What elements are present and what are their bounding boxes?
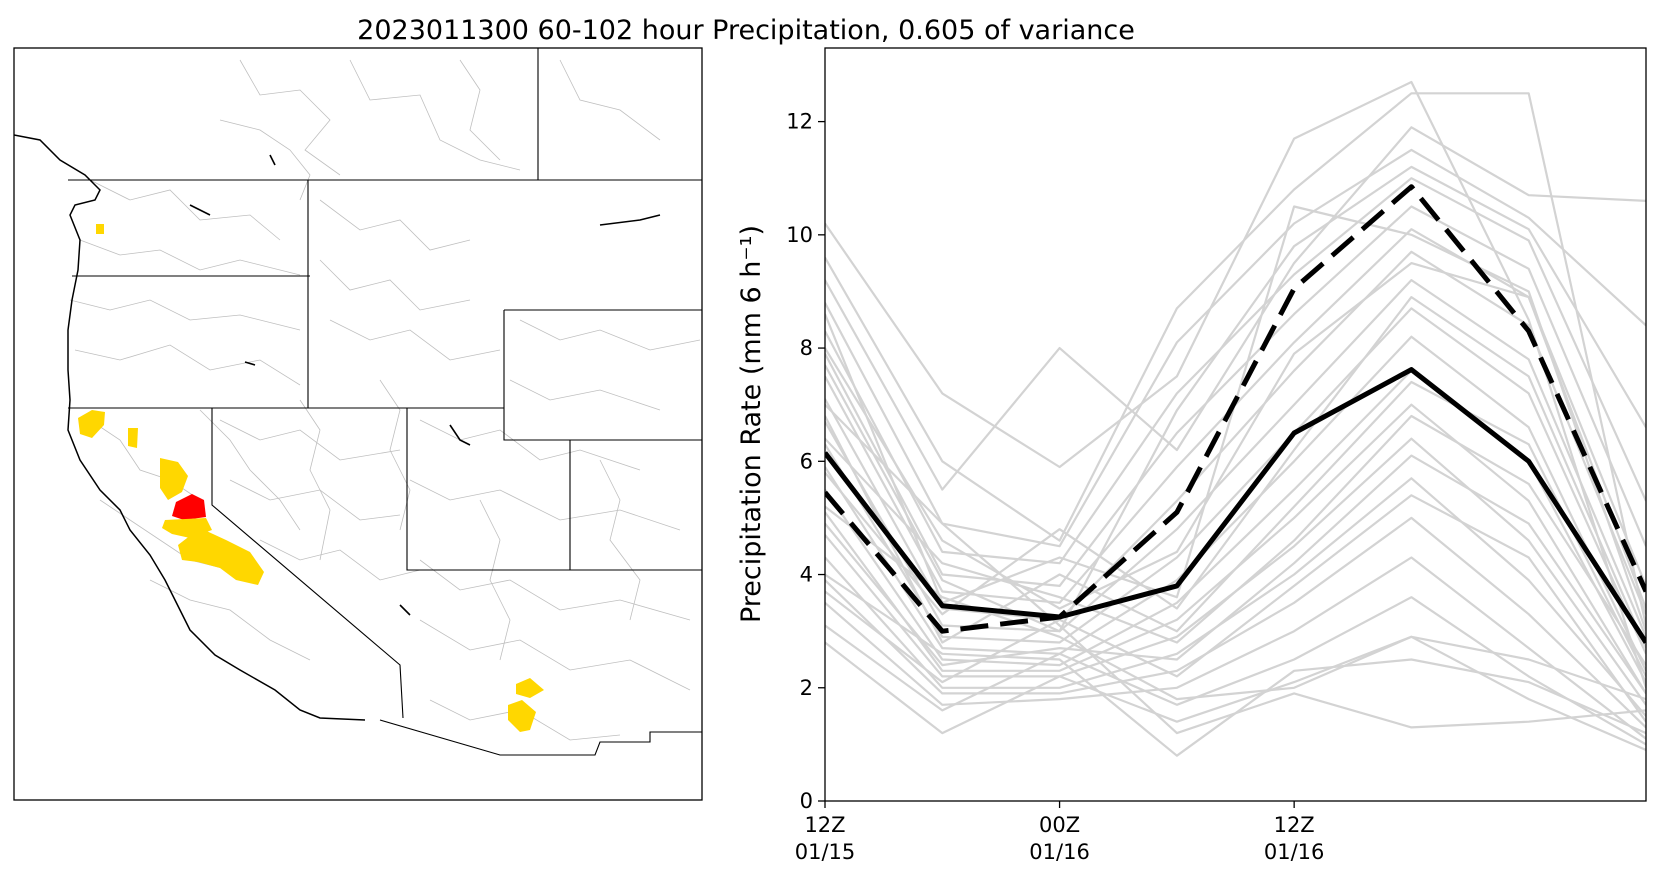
y-axis-label: Precipitation Rate (mm 6 h⁻¹) (736, 225, 767, 623)
figure-title: 2023011300 60-102 hour Precipitation, 0.… (357, 15, 1135, 46)
y-tick-label: 2 (800, 676, 813, 700)
highlighted-lines (825, 184, 1646, 644)
x-tick-label-date: 01/16 (1264, 840, 1325, 864)
basin-highlight-yellow-6 (96, 224, 104, 234)
ensemble-line-19 (825, 635, 1646, 752)
precipitation-chart: 0 2 4 6 8 10 12 12Z 01/15 00Z 01/16 12Z 01/16 Preci… (736, 47, 1647, 864)
ensemble-lines (825, 80, 1646, 757)
x-tick-label-time: 12Z (804, 813, 845, 837)
ensemble-line-25 (825, 262, 1646, 610)
dashed-mean-line (825, 184, 1646, 634)
ensemble-line-15 (825, 477, 1646, 717)
map-panel (13, 47, 703, 801)
x-tick-label-time: 00Z (1039, 813, 1080, 837)
basin-highlight-yellow-5 (178, 528, 264, 585)
basin-highlight-yellow-2 (128, 428, 138, 448)
ensemble-line-23 (825, 414, 1646, 666)
plot-frame (824, 47, 1647, 802)
ensemble-line-10 (825, 307, 1646, 655)
ensemble-line-8 (825, 250, 1646, 621)
ensemble-line-6 (825, 205, 1646, 588)
ensemble-line-2 (825, 92, 1646, 626)
ensemble-line-4 (825, 148, 1646, 548)
basin-highlight-yellow-8 (508, 700, 536, 732)
ensemble-line-27 (825, 454, 1646, 695)
y-tick-label: 8 (800, 336, 813, 360)
basin-highlight-yellow-1 (78, 410, 105, 438)
coastline (14, 134, 366, 721)
solid-mean-line (825, 367, 1646, 644)
x-tick-label-time: 12Z (1274, 813, 1315, 837)
basin-highlight-red (172, 494, 206, 520)
ensemble-line-21 (825, 403, 1646, 735)
ensemble-line-22 (825, 505, 1646, 701)
state-boundaries (68, 48, 702, 756)
y-tick-label: 4 (800, 563, 813, 587)
map-background (14, 48, 702, 800)
lakes (189, 154, 661, 616)
basin-highlight-yellow-3 (160, 458, 188, 500)
ensemble-line-16 (825, 516, 1646, 729)
ensemble-line-1 (825, 80, 1646, 689)
ensemble-line-18 (825, 596, 1646, 746)
ensemble-line-13 (825, 403, 1646, 694)
y-tick-label: 0 (800, 789, 813, 813)
y-axis-ticks: 0 2 4 6 8 10 12 (786, 110, 825, 813)
ensemble-line-28 (825, 494, 1646, 723)
ensemble-line-12 (825, 369, 1646, 683)
ensemble-line-3 (825, 126, 1646, 491)
map-frame (13, 47, 703, 801)
ensemble-line-17 (825, 556, 1646, 740)
x-axis-ticks: 12Z 01/15 00Z 01/16 12Z 01/16 (795, 801, 1325, 864)
ensemble-line-5 (825, 177, 1646, 565)
y-tick-label: 10 (786, 223, 813, 247)
basin-highlight-yellow-7 (516, 678, 544, 698)
ensemble-line-24 (825, 296, 1646, 649)
y-tick-label: 12 (786, 110, 813, 134)
y-tick-label: 6 (800, 449, 813, 473)
x-tick-label-date: 01/16 (1029, 840, 1090, 864)
ensemble-line-11 (825, 335, 1646, 672)
highlighted-basins (78, 224, 544, 732)
ensemble-line-29 (825, 165, 1646, 633)
x-tick-label-date: 01/15 (795, 840, 856, 864)
